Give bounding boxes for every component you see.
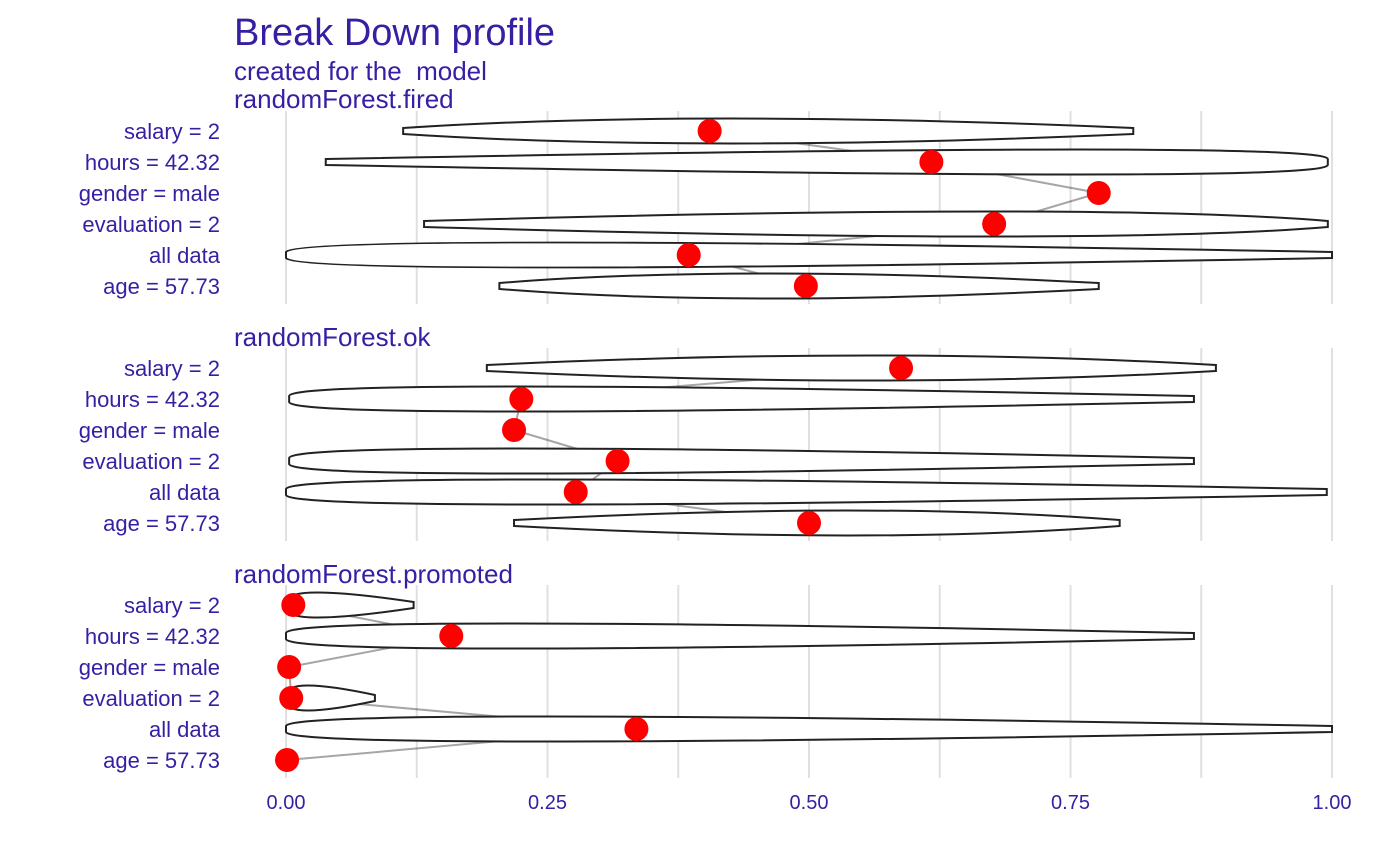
variable-label: age = 57.73 [103,511,220,536]
violin-shape [402,117,1135,145]
contribution-point [889,356,914,380]
contribution-point [277,655,302,679]
contribution-point [919,150,944,174]
panel-label: randomForest.promoted [234,559,513,589]
contribution-point [605,449,630,473]
x-tick-label: 0.00 [267,792,306,814]
contribution-point [563,480,588,504]
panel-label: randomForest.ok [234,322,432,352]
variable-label: evaluation = 2 [82,212,220,237]
variable-label: salary = 2 [124,119,220,144]
contribution-point [502,418,527,442]
violin-shape [324,148,1329,176]
variable-label: age = 57.73 [103,748,220,773]
contribution-point [793,274,818,298]
violin-shape [485,354,1217,382]
violin-shape [285,478,1328,506]
violin-shape [285,715,1333,743]
variable-label: gender = male [79,655,220,680]
contribution-point [982,212,1007,236]
variable-label: hours = 42.32 [85,624,220,649]
contribution-point [697,119,722,143]
x-tick-label: 0.25 [528,792,567,814]
variable-label: hours = 42.32 [85,387,220,412]
x-tick-label: 0.75 [1051,792,1090,814]
violin-shape [423,210,1329,238]
contribution-point [279,686,304,710]
violin-shape [285,241,1333,269]
x-tick-label: 0.50 [790,792,829,814]
contribution-point [676,243,701,267]
contribution-point [439,624,464,648]
variable-label: salary = 2 [124,356,220,381]
violin-shape [288,385,1195,413]
chart-subtitle: created for the model [234,56,487,86]
variable-label: salary = 2 [124,593,220,618]
contribution-point [281,593,306,617]
panel-randomForest-fired: randomForest.fired salary = 2 hours = 42.3… [79,84,1333,304]
variable-label: hours = 42.32 [85,150,220,175]
variable-label: age = 57.73 [103,274,220,299]
panel-randomForest-promoted: randomForest.promoted salary = 2 hours = 4… [79,559,1333,778]
contribution-point [624,717,649,741]
variable-label: evaluation = 2 [82,686,220,711]
chart-title: Break Down profile [234,12,556,54]
variable-label: gender = male [79,181,220,206]
variable-label: gender = male [79,418,220,443]
violin-shape [285,622,1195,650]
variable-label: all data [149,243,221,268]
panel-label: randomForest.fired [234,84,454,114]
variable-label: all data [149,480,221,505]
contribution-point [1086,181,1111,205]
variable-label: all data [149,717,221,742]
contribution-point [275,748,300,772]
panel-randomForest-ok: randomForest.ok salary = 2 hours = 42.32 ge… [79,322,1333,541]
variable-label: evaluation = 2 [82,449,220,474]
contribution-point [797,511,821,535]
contribution-point [509,387,534,411]
x-tick-label: 1.00 [1313,792,1352,814]
violin-shape [288,447,1195,475]
